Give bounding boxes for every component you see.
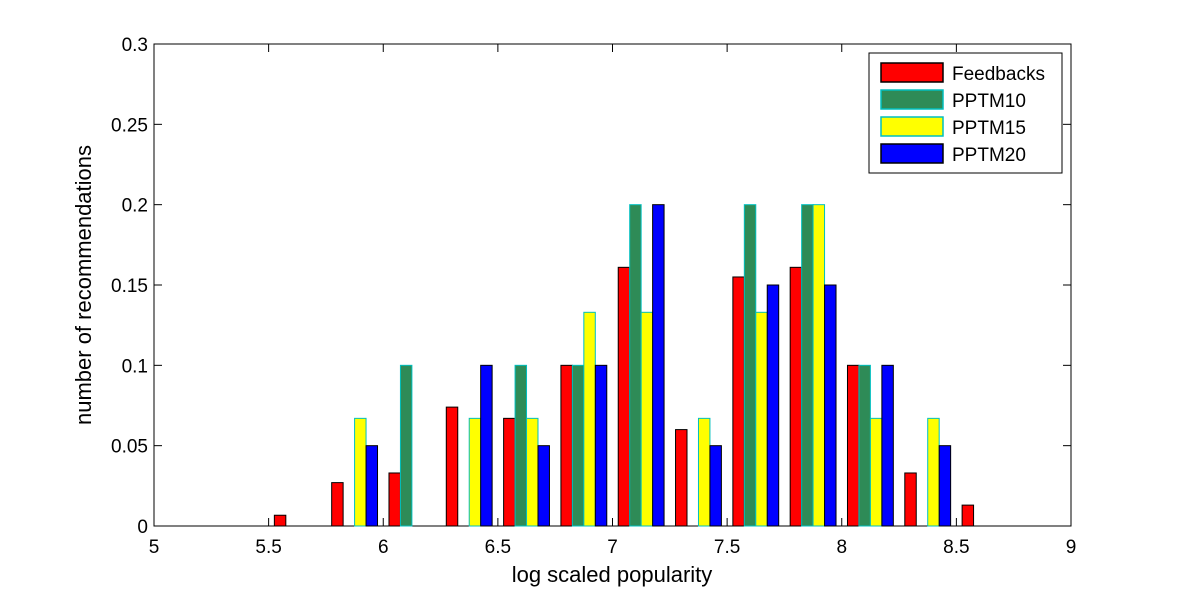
legend-swatch-feedbacks bbox=[880, 62, 944, 83]
bar-pptm20-9 bbox=[709, 445, 722, 527]
bar-pptm15-10 bbox=[755, 311, 768, 527]
ticks-layer: 5 5.5 6 6.5 7 7.5 8 8.5 9 0 0.05 0.1 0.15 0.2 0.25 0.3 bbox=[111, 35, 1076, 558]
bar-pptm15-13 bbox=[927, 417, 940, 527]
bar-pptm15-7 bbox=[583, 311, 596, 527]
bar-pptm10-12 bbox=[858, 364, 871, 527]
bar-pptm15-12 bbox=[869, 417, 883, 527]
x-axis-label: log scaled popularity bbox=[512, 562, 713, 587]
bar-feedbacks-3 bbox=[331, 482, 344, 527]
legend-swatch-pptm20 bbox=[880, 143, 944, 164]
bar-feedbacks-6 bbox=[503, 417, 516, 527]
x-tick-label-5: 7.5 bbox=[714, 537, 740, 558]
x-tick-label-0: 5 bbox=[149, 537, 160, 558]
y-tick-label-1: 0.05 bbox=[111, 437, 148, 458]
x-tick-label-4: 7 bbox=[607, 537, 618, 558]
bars-layer bbox=[273, 204, 975, 527]
legend-label-pptm10: PPTM10 bbox=[952, 91, 1026, 112]
bar-feedbacks-9 bbox=[675, 429, 688, 527]
bar-pptm20-7 bbox=[594, 364, 608, 527]
bar-feedbacks-12 bbox=[846, 364, 860, 527]
bar-pptm15-3 bbox=[354, 417, 367, 527]
legend-label-feedbacks: Feedbacks bbox=[952, 64, 1045, 85]
bar-pptm15-6 bbox=[526, 417, 539, 527]
bar-feedbacks-14 bbox=[961, 504, 975, 527]
x-tick-label-7: 8.5 bbox=[943, 537, 969, 558]
bar-pptm20-12 bbox=[881, 364, 894, 527]
bar-pptm10-4 bbox=[399, 364, 413, 527]
x-tick-label-1: 5.5 bbox=[255, 537, 281, 558]
y-axis-label: number of recommendations bbox=[71, 145, 96, 425]
bar-feedbacks-4 bbox=[388, 472, 401, 527]
bar-pptm10-11 bbox=[801, 204, 814, 527]
y-tick-label-2: 0.1 bbox=[122, 356, 148, 377]
bar-pptm15-5 bbox=[468, 417, 482, 527]
legend-swatch-pptm10 bbox=[880, 89, 944, 110]
legend: Feedbacks PPTM10 PPTM15 PPTM20 bbox=[868, 52, 1063, 174]
bar-pptm10-8 bbox=[629, 204, 642, 527]
x-tick-label-6: 8 bbox=[836, 537, 847, 558]
bar-feedbacks-2 bbox=[273, 514, 287, 527]
bar-pptm15-8 bbox=[640, 311, 654, 527]
bar-feedbacks-7 bbox=[560, 364, 573, 527]
bar-pptm20-8 bbox=[652, 204, 665, 527]
bar-pptm20-13 bbox=[938, 445, 952, 527]
bar-pptm20-3 bbox=[365, 445, 379, 527]
y-tick-label-0: 0 bbox=[137, 517, 148, 538]
y-tick-label-6: 0.3 bbox=[122, 35, 148, 56]
y-tick-label-5: 0.25 bbox=[111, 115, 148, 136]
bar-pptm10-6 bbox=[514, 364, 528, 527]
bar-feedbacks-5 bbox=[445, 406, 459, 527]
bar-pptm20-11 bbox=[824, 284, 837, 527]
bar-pptm10-7 bbox=[571, 364, 585, 527]
bar-pptm20-5 bbox=[480, 364, 493, 527]
bar-pptm15-11 bbox=[812, 204, 826, 527]
legend-swatch-pptm15 bbox=[880, 116, 944, 137]
legend-label-pptm20: PPTM20 bbox=[952, 145, 1026, 166]
x-tick-label-8: 9 bbox=[1066, 537, 1077, 558]
y-tick-label-3: 0.15 bbox=[111, 276, 148, 297]
bar-feedbacks-13 bbox=[904, 472, 917, 527]
legend-label-pptm15: PPTM15 bbox=[952, 118, 1026, 139]
bar-pptm10-10 bbox=[743, 204, 757, 527]
bar-pptm20-6 bbox=[537, 445, 550, 527]
bar-feedbacks-11 bbox=[789, 266, 803, 527]
bar-pptm20-10 bbox=[766, 284, 780, 527]
bar-feedbacks-8 bbox=[617, 266, 631, 527]
bar-pptm15-9 bbox=[697, 417, 711, 527]
x-tick-label-2: 6 bbox=[378, 537, 389, 558]
bar-feedbacks-10 bbox=[732, 276, 745, 527]
x-tick-label-3: 6.5 bbox=[485, 537, 511, 558]
y-tick-label-4: 0.2 bbox=[122, 196, 148, 217]
